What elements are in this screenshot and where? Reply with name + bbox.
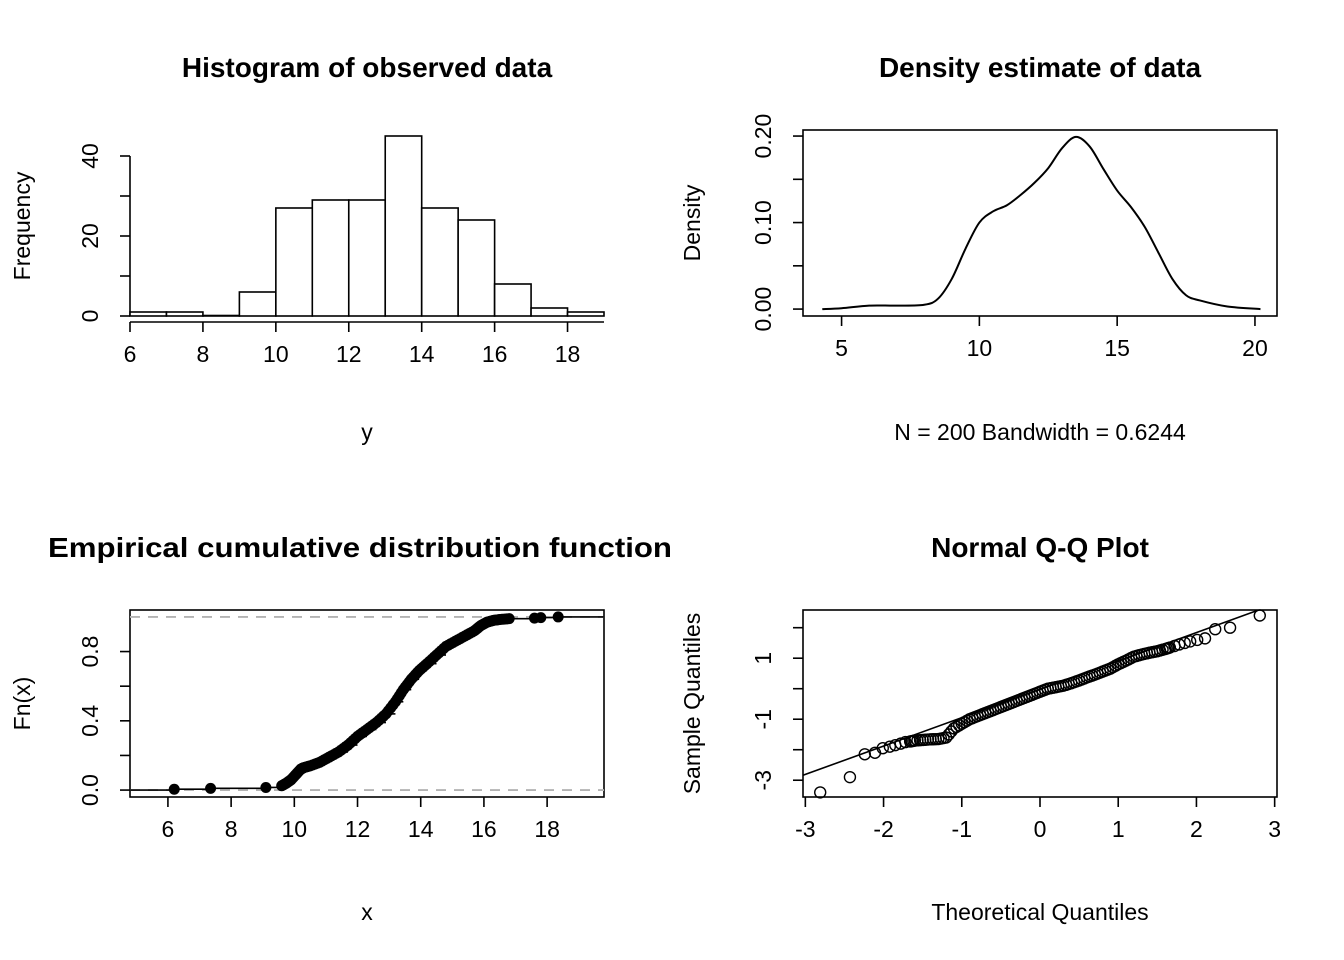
histogram-bar — [202, 314, 241, 317]
y-tick-label: 0.8 — [77, 636, 103, 668]
y-axis-label: Sample Quantiles — [679, 613, 705, 795]
x-tick-label: 6 — [162, 816, 175, 842]
x-axis-label: y — [361, 419, 373, 445]
histogram-bar — [238, 291, 277, 317]
x-axis-label: Theoretical Quantiles — [931, 899, 1148, 925]
histogram-bar — [493, 283, 532, 317]
x-tick-label: 10 — [282, 816, 308, 842]
chart-title: Histogram of observed data — [182, 52, 553, 83]
x-tick-label: 18 — [534, 816, 560, 842]
density-curve — [822, 135, 1261, 311]
x-tick-label: 12 — [345, 816, 371, 842]
qq-point — [1173, 638, 1186, 651]
qq-point — [1223, 621, 1237, 634]
qq-point — [883, 740, 897, 753]
ecdf-point — [205, 782, 217, 794]
x-tick-label: 5 — [835, 335, 848, 361]
x-tick-label: 10 — [967, 335, 993, 361]
chart-title: Normal Q-Q Plot — [931, 532, 1149, 563]
qq-point — [1183, 635, 1197, 648]
ecdf-point — [503, 613, 515, 625]
ecdf-panel: Empirical cumulative distribution functi… — [9, 532, 672, 925]
histogram-panel: Histogram of observed data y Frequency 6 8 10… — [9, 52, 605, 445]
y-tick-label: -1 — [750, 709, 776, 729]
ecdf-point — [552, 611, 564, 623]
x-tick-label: 16 — [471, 816, 497, 842]
x-tick-label: 10 — [263, 341, 289, 367]
qq-point — [814, 786, 827, 799]
qq-point — [1178, 636, 1191, 650]
histogram-bar — [311, 199, 350, 317]
x-tick-label: 1 — [1112, 816, 1125, 842]
qq-point — [1198, 632, 1212, 645]
ecdf-point — [535, 612, 547, 624]
y-axis-label: Frequency — [9, 171, 35, 280]
y-tick-label: -3 — [750, 770, 776, 790]
ecdf-point — [260, 781, 272, 793]
plot-frame — [802, 129, 1278, 317]
qq-point — [899, 735, 912, 749]
chart-title: Empirical cumulative distribution functi… — [48, 532, 672, 563]
x-tick-label: 14 — [408, 816, 434, 842]
x-tick-label: 8 — [225, 816, 238, 842]
qq-point — [1253, 609, 1266, 622]
y-tick-label: 40 — [77, 143, 103, 169]
x-tick-label: 12 — [336, 341, 362, 367]
qq-point — [843, 770, 857, 784]
histogram-bar — [566, 311, 605, 317]
histogram-bar — [457, 219, 496, 317]
y-tick-label: 20 — [77, 223, 103, 249]
histogram-bar — [129, 311, 168, 317]
x-tick-label: -1 — [952, 816, 972, 842]
ecdf-point — [168, 783, 180, 795]
plot-frame — [129, 609, 605, 798]
qq-point — [1191, 633, 1204, 647]
density-panel: Density estimate of data N = 200 Bandwidt… — [679, 52, 1278, 445]
qq-point — [1209, 623, 1222, 636]
histogram-bar — [384, 135, 423, 317]
x-tick-label: 8 — [197, 341, 210, 367]
x-tick-label: 20 — [1242, 335, 1268, 361]
y-tick-label: 0.20 — [750, 114, 776, 159]
x-tick-label: 14 — [409, 341, 435, 367]
x-tick-label: -2 — [873, 816, 893, 842]
histogram-bar — [347, 199, 387, 317]
x-tick-label: 6 — [124, 341, 137, 367]
y-tick-label: 0.00 — [750, 287, 776, 332]
y-axis-label: Density — [679, 184, 705, 261]
x-axis-label: x — [361, 899, 373, 925]
y-tick-label: 0.4 — [77, 705, 103, 737]
x-tick-label: 3 — [1268, 816, 1281, 842]
plot-frame — [802, 609, 1278, 798]
x-tick-label: 2 — [1190, 816, 1203, 842]
histogram-bar — [420, 207, 459, 317]
x-tick-label: -3 — [795, 816, 815, 842]
x-tick-label: 18 — [555, 341, 581, 367]
histogram-bar — [530, 307, 569, 317]
chart-title: Density estimate of data — [879, 52, 1202, 83]
histogram-bar — [165, 311, 204, 317]
histogram-bar — [275, 207, 314, 317]
qq-panel: Normal Q-Q Plot Theoretical Quantiles Samp… — [679, 532, 1281, 925]
y-tick-label: 0.10 — [750, 200, 776, 245]
x-tick-label: 16 — [482, 341, 508, 367]
y-axis-label: Fn(x) — [9, 677, 35, 731]
x-tick-label: 0 — [1034, 816, 1047, 842]
y-tick-label: 1 — [750, 652, 776, 665]
x-axis-label: N = 200 Bandwidth = 0.6244 — [894, 419, 1186, 445]
y-tick-label: 0.0 — [77, 774, 103, 806]
x-tick-label: 15 — [1104, 335, 1130, 361]
y-tick-label: 0 — [77, 310, 103, 323]
qq-point — [876, 741, 889, 755]
